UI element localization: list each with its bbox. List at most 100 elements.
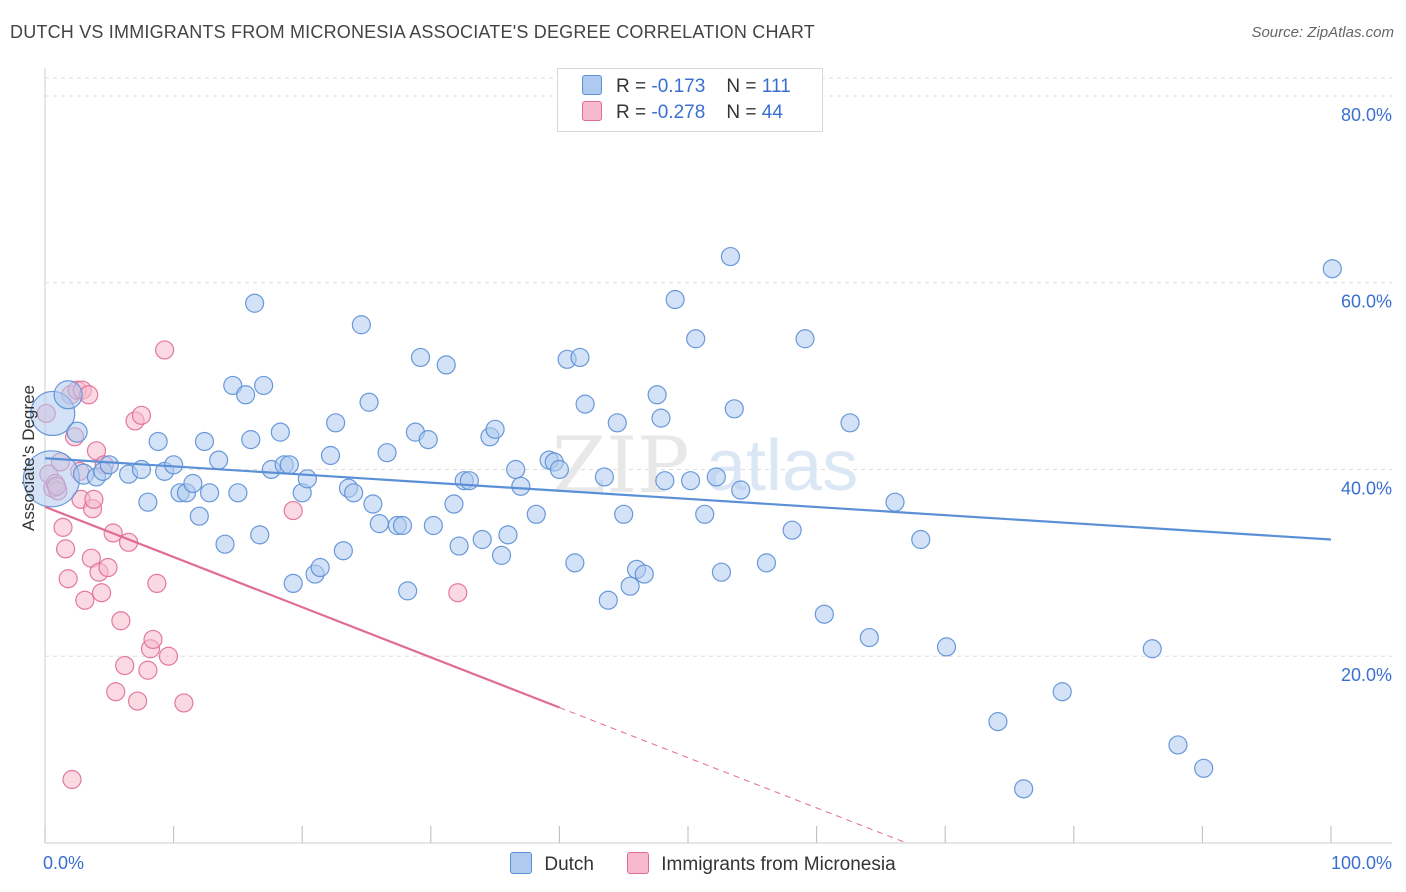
legend-r-value-micronesia: -0.278: [651, 102, 706, 123]
dutch-point: [392, 515, 413, 536]
dutch-point: [1168, 735, 1188, 755]
micronesia-point: [98, 557, 118, 578]
legend-n-label: N =: [726, 76, 757, 97]
dutch-point: [594, 467, 615, 487]
legend-n-value-micronesia: 44: [761, 102, 783, 123]
micronesia-trend-line-dashed: [559, 707, 907, 844]
micronesia-point: [138, 660, 158, 680]
micronesia-point: [283, 500, 303, 521]
legend-item-dutch[interactable]: Dutch: [510, 852, 594, 876]
dutch-point: [885, 492, 905, 512]
dutch-point: [200, 483, 220, 503]
watermark-zip: ZIP: [552, 421, 690, 511]
dutch-point: [423, 515, 443, 536]
dutch-point: [1142, 639, 1162, 659]
dutch-point: [99, 455, 119, 475]
y-tick-label: 20.0%: [1341, 665, 1392, 685]
micronesia-point: [143, 629, 163, 650]
series-dutch: [22, 246, 1342, 799]
x-tick-label: 100.0%: [1331, 853, 1392, 873]
legend-r-label: R =: [616, 76, 647, 97]
dutch-point: [194, 431, 215, 452]
trend-lines: [44, 457, 1332, 844]
dutch-point: [549, 459, 570, 480]
legend-r-label: R =: [616, 102, 647, 123]
dutch-point: [326, 413, 346, 433]
dutch-point: [436, 355, 456, 375]
dutch-point: [410, 347, 431, 368]
y-tick-label: 60.0%: [1341, 292, 1392, 312]
dutch-point: [1014, 779, 1034, 799]
legend-label-dutch: Dutch: [544, 854, 594, 875]
dutch-point: [526, 504, 546, 524]
y-tick-label: 40.0%: [1341, 478, 1392, 498]
dutch-point: [189, 506, 209, 526]
dutch-point: [720, 246, 741, 267]
micronesia-point: [115, 655, 135, 676]
dutch-point: [223, 375, 243, 396]
micronesia-point: [55, 539, 76, 559]
dutch-point: [724, 399, 744, 419]
dutch-point: [297, 469, 317, 489]
micronesia-point: [147, 573, 167, 594]
dutch-trend-line: [44, 457, 1332, 541]
micronesia-point: [448, 583, 468, 603]
dutch-point: [270, 422, 290, 442]
dutch-point: [363, 494, 383, 514]
dutch-point: [377, 443, 397, 463]
dutch-point: [369, 514, 389, 534]
dutch-point: [1052, 682, 1072, 702]
dutch-point: [575, 394, 595, 414]
dutch-point: [1322, 259, 1342, 279]
dutch-point: [711, 562, 732, 582]
series-micronesia: [36, 340, 468, 790]
micronesia-point: [58, 569, 78, 589]
dutch-point: [498, 525, 518, 545]
dutch-point: [782, 520, 802, 540]
dutch-point: [53, 380, 83, 410]
dutch-point: [245, 293, 265, 313]
dutch-point: [444, 494, 464, 514]
legend-label-micronesia: Immigrants from Micronesia: [661, 854, 896, 875]
dutch-point: [647, 385, 667, 405]
y-tick-label: 80.0%: [1341, 105, 1392, 125]
dutch-point: [655, 471, 675, 491]
dutch-point: [459, 471, 479, 491]
dutch-point: [485, 419, 505, 439]
dutch-point: [620, 576, 640, 596]
micronesia-trend-line: [44, 505, 560, 709]
dutch-point: [472, 529, 492, 550]
chart-title: DUTCH VS IMMIGRANTS FROM MICRONESIA ASSO…: [10, 22, 815, 42]
y-axis-label: Associate's Degree: [19, 385, 38, 531]
micronesia-point: [131, 405, 152, 425]
dutch-point: [241, 430, 261, 450]
legend-swatch-micronesia: [582, 101, 602, 121]
legend-n-label: N =: [726, 102, 757, 123]
micronesia-point: [154, 340, 175, 360]
legend-item-micronesia[interactable]: Immigrants from Micronesia: [627, 852, 896, 876]
dutch-point: [209, 450, 229, 470]
dutch-point: [506, 459, 526, 480]
dutch-point: [449, 536, 469, 556]
dutch-point: [283, 573, 303, 594]
dutch-point: [344, 483, 364, 503]
dutch-point: [731, 480, 751, 500]
dutch-point: [988, 712, 1008, 732]
dutch-point: [911, 529, 931, 550]
dutch-point: [164, 455, 184, 475]
dutch-point: [614, 504, 634, 524]
dutch-point: [359, 392, 379, 412]
dutch-point: [680, 471, 701, 491]
dutch-point: [756, 553, 777, 573]
dutch-point: [859, 627, 879, 648]
watermark: ZIP atlas: [552, 421, 858, 511]
dutch-point: [570, 347, 590, 368]
micronesia-point: [111, 611, 131, 631]
micronesia-point: [91, 583, 112, 603]
dutch-point: [66, 421, 88, 443]
micronesia-point: [53, 517, 73, 537]
legend-swatch-dutch: [510, 852, 533, 874]
dutch-point: [491, 545, 512, 565]
dutch-point: [795, 329, 815, 349]
dutch-point: [814, 604, 834, 624]
